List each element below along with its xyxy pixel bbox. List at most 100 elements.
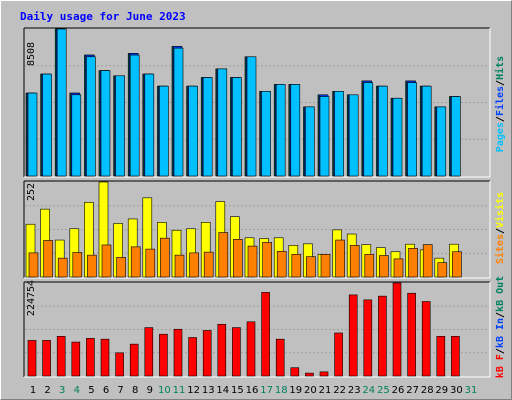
- day-label: 12: [187, 385, 200, 396]
- day-label: 17: [260, 385, 273, 396]
- kbf-bar: [261, 292, 270, 377]
- pages-bar: [261, 91, 271, 177]
- sites-bar: [276, 251, 287, 278]
- day-label: 2: [44, 385, 50, 396]
- kbf-bar: [144, 327, 154, 377]
- legend-files: Files: [494, 86, 506, 116]
- pages-bar: [202, 77, 213, 177]
- kbf-bar: [451, 335, 460, 377]
- kbf-bar: [173, 328, 183, 377]
- sites-bar: [437, 262, 448, 278]
- day-label: 15: [231, 385, 244, 396]
- pages-bar: [334, 91, 344, 177]
- sites-bar: [28, 252, 39, 278]
- kbf-bar: [100, 338, 110, 377]
- kbf-bar: [115, 352, 124, 377]
- legend-pages: Pages: [495, 122, 506, 152]
- kbf-bar: [392, 282, 402, 377]
- day-label: 23: [348, 385, 361, 396]
- legend-sep: /: [495, 80, 506, 86]
- sites-bar: [452, 251, 462, 278]
- day-label: 5: [88, 385, 94, 396]
- day-label: 10: [158, 385, 171, 396]
- day-label: 7: [117, 385, 123, 396]
- kbf-bar: [421, 301, 431, 377]
- day-label: 27: [406, 385, 419, 396]
- kbf-bar: [407, 292, 416, 377]
- sites-bar: [130, 246, 141, 278]
- kbf-bar: [86, 338, 95, 377]
- pages-bar: [319, 96, 330, 177]
- sites-bar: [57, 257, 68, 278]
- pages-bar: [246, 56, 257, 177]
- pages-bar: [173, 47, 184, 177]
- day-label: 29: [435, 385, 448, 396]
- pages-bar: [42, 73, 52, 177]
- day-label: 6: [103, 385, 109, 396]
- sites-bar: [408, 248, 418, 278]
- kbf-bar: [378, 295, 387, 377]
- day-label: 24: [362, 385, 375, 396]
- sites-bar: [393, 258, 404, 278]
- day-label: 31: [465, 385, 478, 396]
- day-label: 21: [319, 385, 332, 396]
- sites-bar: [262, 242, 272, 278]
- sites-bar: [247, 245, 258, 278]
- pages-bar: [451, 96, 461, 177]
- day-label: 14: [216, 385, 229, 396]
- pages-bar: [378, 85, 388, 177]
- day-label: 25: [377, 385, 390, 396]
- chart-title: Daily usage for June 2023: [20, 10, 186, 23]
- kbf-bar: [348, 294, 358, 377]
- day-label: 11: [173, 385, 186, 396]
- legend-sep: /: [495, 312, 506, 318]
- sites-bar: [87, 254, 97, 278]
- day-label: 28: [421, 385, 434, 396]
- sites-bar: [335, 239, 345, 278]
- day-label: 30: [450, 385, 463, 396]
- day-label: 26: [392, 385, 405, 396]
- legend-kbout: kB Out: [495, 276, 506, 312]
- sites-bar: [233, 239, 243, 278]
- kbf-bar: [232, 327, 241, 377]
- pages-bar: [348, 94, 359, 177]
- legend-hits: Hits: [494, 56, 506, 80]
- legend-sep: /: [495, 116, 506, 122]
- svg-text:Pages/Files/Hits: Pages/Files/Hits: [494, 56, 506, 152]
- hits-files-pages-bars: [25, 28, 489, 177]
- legend-kbytes: kB F/kB In/kB Out: [495, 276, 506, 378]
- kbf-bar: [334, 332, 343, 377]
- svg-text:Sites/Visits: Sites/Visits: [494, 192, 506, 264]
- legend-kbf: kB F: [495, 354, 506, 378]
- sites-bar: [174, 254, 185, 278]
- sites-bar: [189, 252, 199, 278]
- sites-bar: [203, 251, 214, 278]
- kbf-bar: [319, 371, 329, 377]
- sites-bar: [43, 240, 53, 278]
- legend-sites: Sites: [494, 234, 506, 264]
- sites-bar: [145, 248, 156, 278]
- day-label: 13: [202, 385, 215, 396]
- legend-visits: Visits: [494, 192, 506, 228]
- kbf-bar: [129, 343, 139, 377]
- day-label: 18: [275, 385, 288, 396]
- kbytes-ymax-label: 224754: [26, 280, 37, 316]
- kbf-bar: [188, 337, 197, 377]
- kbf-bar: [202, 330, 212, 377]
- sites-bar: [306, 256, 316, 278]
- sites-bar: [379, 255, 389, 278]
- day-label: 22: [333, 385, 346, 396]
- sites-bar: [101, 244, 112, 278]
- kbf-bar: [71, 341, 81, 377]
- sites-bar: [218, 232, 229, 278]
- sites-bar: [72, 252, 83, 278]
- kbf-bar: [436, 335, 446, 377]
- pages-bar: [129, 54, 140, 177]
- kbf-bar: [56, 335, 66, 377]
- kbf-bar: [27, 340, 37, 377]
- pages-bar: [71, 94, 82, 177]
- day-labels: 1 2 3 4 5 6 7 8 9 10 11 12 13 14 15 16 17 18 19 20 21 22 23 24 2…: [30, 385, 478, 396]
- pages-bar: [305, 106, 315, 177]
- kbf-bar: [275, 338, 285, 377]
